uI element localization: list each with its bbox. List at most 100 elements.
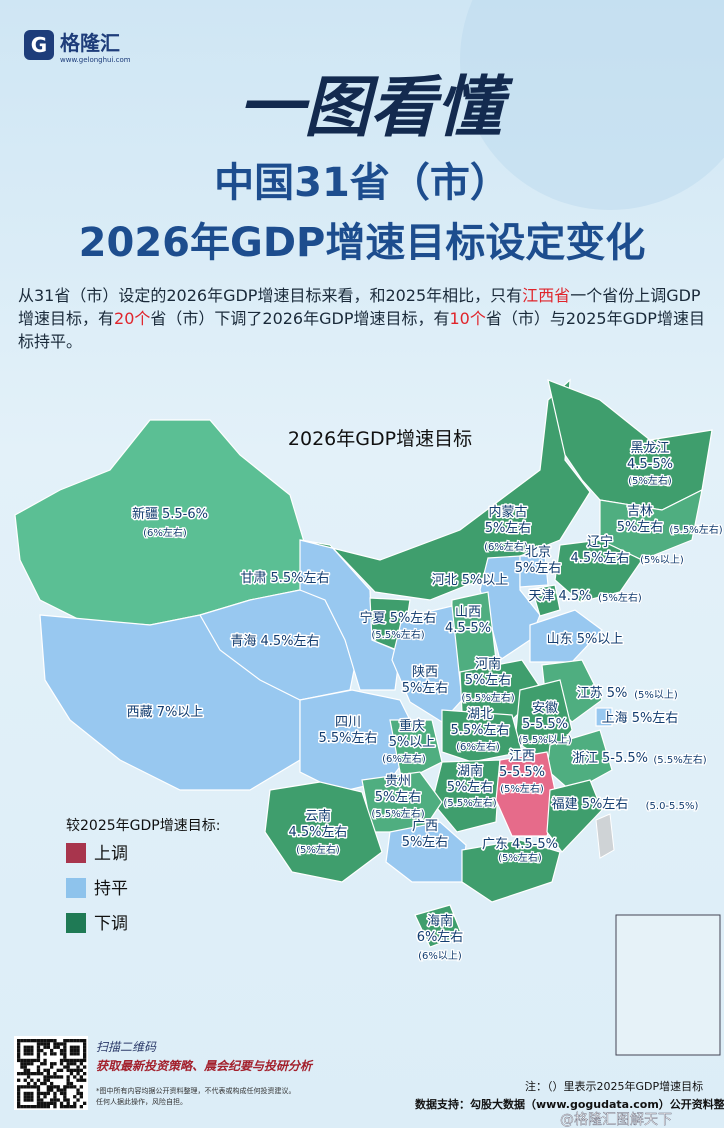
province-name: 湖南 — [457, 763, 483, 779]
qr-cell — [17, 1048, 21, 1053]
province-label: 辽宁 4.5%左右 — [570, 534, 629, 566]
title-line: 中国31省（市） — [214, 160, 510, 206]
qr-cell — [59, 1058, 64, 1063]
qr-cell — [23, 1052, 27, 1056]
qr-cell — [26, 1048, 31, 1053]
qr-cell — [56, 1088, 60, 1092]
province-label: 四川 5.5%左右 — [318, 715, 377, 746]
qr-cell — [26, 1039, 31, 1043]
qr-cell — [76, 1039, 80, 1043]
qr-cell — [46, 1075, 50, 1079]
province-shape — [595, 707, 613, 727]
qr-cell — [26, 1075, 31, 1079]
qr-cell — [30, 1048, 34, 1053]
qr-cell — [66, 1078, 70, 1082]
provinces — [14, 378, 713, 948]
qr-cell — [76, 1065, 80, 1069]
qr-cell — [53, 1101, 57, 1105]
logo-letter: G — [31, 33, 47, 57]
qr-cell — [63, 1058, 67, 1063]
qr-cell — [26, 1091, 31, 1096]
province-name: 宁夏 — [360, 610, 386, 626]
province-target: 5%左右 — [485, 521, 532, 536]
province-name: 贵州 — [385, 774, 411, 789]
province-label: 广东 4.5-5% — [482, 837, 558, 852]
province-prev: (5%左右) — [598, 591, 642, 604]
province-label: 湖南 5%左右 — [447, 763, 494, 795]
qr-cell — [76, 1045, 80, 1049]
qr-cell — [83, 1058, 87, 1063]
qr-cell — [59, 1075, 64, 1079]
province-target: 4.5-5% — [445, 621, 491, 636]
qr-cell — [69, 1045, 74, 1049]
legend-label: 持平 — [94, 879, 128, 899]
qr-cell — [36, 1039, 41, 1043]
province-prev: (6%左右) — [484, 540, 528, 553]
province-name: 四川 — [335, 715, 361, 730]
qr-cell — [30, 1105, 34, 1109]
province-target: 5-5.5% — [522, 717, 568, 732]
qr-cell — [33, 1105, 37, 1109]
banner: 一图看懂 — [238, 69, 514, 146]
qr-cell — [26, 1045, 31, 1049]
qr-cell — [63, 1039, 67, 1043]
province-label: 海南 6%左右 — [417, 913, 464, 945]
qr-cell — [66, 1105, 70, 1109]
qr-cell — [73, 1085, 77, 1089]
qr-cell — [50, 1101, 54, 1105]
province-target: 4.5%左右 — [288, 825, 347, 840]
qr-cell — [43, 1039, 47, 1043]
province-label: 内蒙古 5%左右 — [485, 504, 532, 536]
qr-slogan: 获取最新投资策略、晨会纪要与投研分析 — [96, 1059, 314, 1073]
qr-cell — [66, 1068, 70, 1072]
qr-cell — [53, 1075, 57, 1079]
qr-cell — [73, 1101, 77, 1105]
qr-cell — [73, 1039, 77, 1043]
qr-cell — [33, 1081, 37, 1086]
qr-cell — [40, 1048, 44, 1053]
province-name: 广东 — [482, 837, 508, 852]
province-prev: (5%以上) — [634, 689, 678, 701]
qr-cell — [40, 1042, 44, 1046]
qr-cell — [66, 1075, 70, 1079]
qr-cell — [36, 1042, 41, 1046]
qr-cell — [50, 1048, 54, 1053]
qr-cell — [76, 1068, 80, 1072]
qr-cell — [23, 1078, 27, 1082]
qr-cell — [17, 1045, 21, 1049]
qr-cell — [33, 1058, 37, 1063]
province-prev: (5.5%左右) — [443, 796, 496, 809]
qr-cell — [66, 1065, 70, 1069]
intro-text: 省（市）与2025年GDP增速目标持平。 — [18, 309, 705, 351]
province-prev: (5%左右) — [500, 782, 544, 795]
province-name: 江西 — [509, 749, 535, 764]
province-label: 陕西 5%左右 — [402, 665, 449, 696]
qr-cell — [36, 1058, 41, 1063]
qr-cell — [73, 1095, 77, 1099]
qr-cell — [56, 1045, 60, 1049]
province-name: 陕西 — [412, 665, 438, 680]
qr-cell — [46, 1101, 50, 1105]
province-shape — [299, 539, 401, 691]
qr-cell — [66, 1062, 70, 1066]
province-target: 4.5-5% — [512, 837, 558, 852]
logo-text: 格隆汇 — [60, 31, 120, 55]
qr-cell — [26, 1085, 31, 1089]
qr-cell — [59, 1068, 64, 1072]
disclaimer: 任何人据此操作，风险自担。 — [96, 1097, 187, 1106]
qr-cell — [83, 1045, 87, 1049]
qr-cell — [30, 1095, 34, 1099]
qr-cell — [26, 1081, 31, 1086]
province-name: 云南 — [305, 808, 331, 824]
qr-cell — [30, 1062, 34, 1066]
province-label: 江西 5-5.5% — [499, 749, 545, 780]
province-label: 吉林 5%左右 — [617, 504, 664, 535]
province-label: 河南 5%左右 — [465, 656, 512, 688]
province-prev: (5.5%以上) — [518, 734, 571, 746]
qr-cell — [83, 1052, 87, 1056]
qr-cell — [79, 1062, 83, 1066]
map-title: 2026年GDP增速目标 — [288, 428, 472, 450]
province-name: 新疆 — [132, 506, 158, 522]
province-target: 4.5%左右 — [260, 634, 319, 649]
qr-cell — [40, 1098, 44, 1102]
